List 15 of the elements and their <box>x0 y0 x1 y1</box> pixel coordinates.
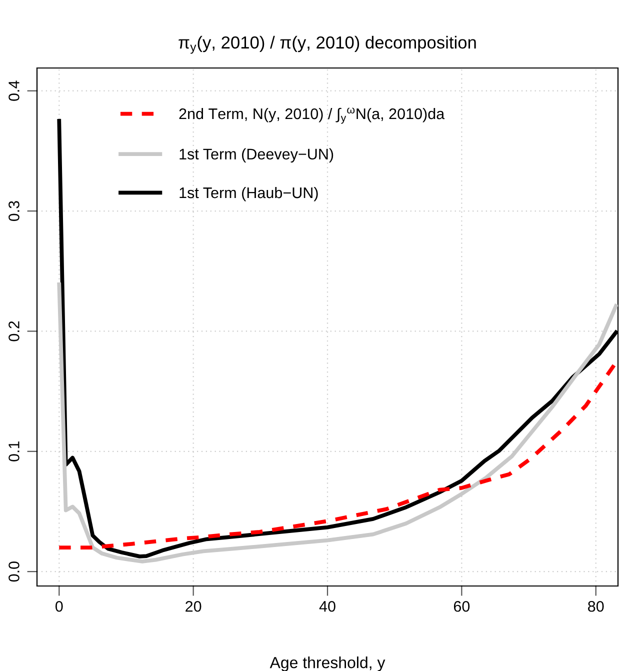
x-tick-label: 0 <box>55 600 63 612</box>
x-tick-label: 80 <box>588 600 604 612</box>
x-tick-label: 40 <box>319 600 336 612</box>
x-tick-label: 60 <box>454 600 470 612</box>
legend-label: 2nd Term, N(y, 2010) / ∫$_{y}$$^{ω}$N(a, 2010)da <box>179 108 445 124</box>
x-tick-label: 20 <box>186 600 202 612</box>
y-tick-label: 0.0 <box>8 562 20 582</box>
y-tick-label: 0.1 <box>8 442 20 462</box>
y-tick-label: 0.3 <box>8 201 20 222</box>
chart-title: π$_{y}$(y, 2010) / π(y, 2010) decomposition <box>178 36 476 54</box>
x-axis-title: Age threshold, y <box>270 656 386 671</box>
legend-label: 1st Term (Deevey−UN) <box>180 148 334 163</box>
y-tick-label: 0.2 <box>8 321 20 342</box>
legend-label: 1st Term (Haub−UN) <box>180 186 318 202</box>
y-tick-label: 0.4 <box>8 80 20 101</box>
